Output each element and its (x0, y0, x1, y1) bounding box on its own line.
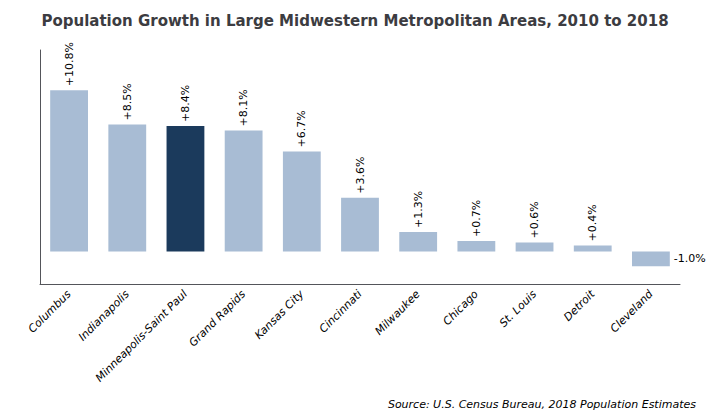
svg-text:+3.6%: +3.6% (354, 157, 367, 194)
svg-text:+8.1%: +8.1% (237, 89, 250, 126)
svg-text:Columbus: Columbus (26, 287, 74, 335)
svg-text:+8.5%: +8.5% (121, 83, 134, 120)
svg-text:Milwaukee: Milwaukee (372, 287, 422, 337)
svg-text:+8.4%: +8.4% (179, 85, 192, 122)
svg-text:Indianapolis: Indianapolis (76, 287, 132, 343)
svg-text:+0.6%: +0.6% (528, 201, 541, 238)
svg-text:+1.3%: +1.3% (412, 191, 425, 228)
svg-text:Chicago: Chicago (441, 287, 482, 328)
svg-text:+0.4%: +0.4% (586, 204, 599, 241)
svg-text:Kansas City: Kansas City (252, 287, 307, 342)
svg-text:Cleveland: Cleveland (608, 287, 656, 335)
svg-text:+0.7%: +0.7% (470, 200, 483, 237)
svg-text:Minneapolis-Saint Paul: Minneapolis-Saint Paul (93, 288, 190, 385)
svg-text:Grand Rapids: Grand Rapids (187, 287, 249, 349)
svg-text:Source: U.S. Census Bureau, 20: Source: U.S. Census Bureau, 2018 Populat… (388, 398, 696, 411)
svg-text:Cincinnati: Cincinnati (317, 288, 365, 336)
svg-text:-1.0%: -1.0% (674, 252, 706, 265)
svg-text:Detroit: Detroit (561, 287, 598, 324)
svg-text:+6.7%: +6.7% (295, 110, 308, 147)
svg-text:St. Louis: St. Louis (497, 287, 540, 330)
svg-text:+10.8%: +10.8% (63, 42, 76, 86)
svg-text:Population Growth in Large Mid: Population Growth in Large Midwestern Me… (41, 12, 668, 30)
